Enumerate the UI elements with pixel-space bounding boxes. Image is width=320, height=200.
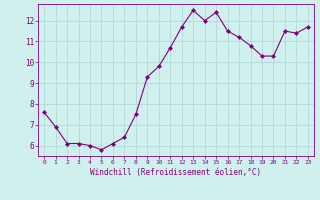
X-axis label: Windchill (Refroidissement éolien,°C): Windchill (Refroidissement éolien,°C): [91, 168, 261, 177]
